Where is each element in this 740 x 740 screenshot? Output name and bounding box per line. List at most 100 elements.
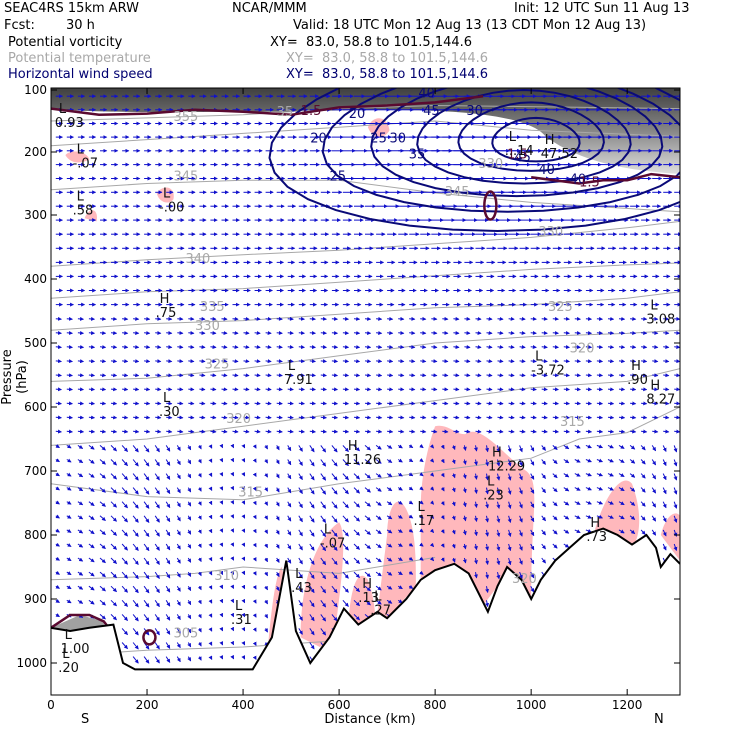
wind-vector [265,387,272,392]
wind-vector [154,656,160,664]
wind-vector [232,401,239,406]
wind-vector [475,316,482,321]
wind-vector [99,585,106,592]
extremum-value: ...14 [505,144,534,159]
wind-vector [629,529,636,535]
wind-vector [376,316,383,321]
wind-vector [364,401,372,406]
wind-vector [541,459,546,465]
wind-vector [530,415,537,420]
wind-vector [121,529,128,537]
wind-vector [530,387,537,392]
wind-vector [264,501,268,506]
wind-vector [241,472,246,477]
wind-vector [132,515,139,523]
wind-vector [486,373,493,378]
wind-vector [309,557,315,565]
wind-vector [496,543,501,552]
wind-vector [541,359,548,364]
wind-vector [530,515,535,523]
wind-vector [165,600,171,607]
wind-vector [309,585,315,594]
wind-vector [132,473,139,481]
wind-vector [88,529,95,535]
wind-vector [419,472,424,477]
wind-vector [585,401,593,406]
wind-vector [398,429,405,434]
wind-vector [298,501,303,509]
wind-vector [254,316,261,321]
wind-vector [507,473,512,481]
wind-vector [574,401,581,406]
wind-vector [187,614,192,620]
wind-vector [230,556,235,561]
wind-vector [298,345,305,350]
extremum-value: .58 [73,204,94,219]
wind-vector [154,515,160,523]
wind-vector [618,316,626,321]
theta-label: 330 [195,319,220,334]
wind-vector [462,543,467,550]
wind-vector [243,316,250,321]
wind-vector [197,656,202,661]
wind-vector [451,529,456,535]
wind-vector [453,401,460,406]
extremum-letter: H [590,516,600,531]
wind-vector [265,331,272,335]
wind-vector [485,459,490,467]
wind-vector [320,487,327,495]
wind-vector [607,387,615,392]
wind-vector [607,500,614,505]
wind-vector [121,459,128,467]
wind-vector [176,459,181,466]
wind-vector [342,515,349,523]
wind-vector [208,444,213,449]
wind-vector [475,373,482,378]
wind-vector [530,585,535,593]
wind-vector [298,529,303,537]
wind-vector [440,472,445,478]
wind-vector [188,415,195,420]
wind-vector [518,459,523,467]
wind-vector [574,529,581,534]
wind-vector [55,613,60,618]
pv-label: 1.5 [507,147,528,162]
wind-vector [662,515,667,523]
wind-vector [243,415,250,420]
wind-vector [88,585,95,591]
x-tick-label: 600 [328,698,351,712]
wind-vector [464,345,471,350]
wind-vector [409,429,416,434]
wind-vector [77,543,84,548]
wind-vector [166,316,173,321]
wind-vector [309,401,316,406]
wind-vector [210,429,217,434]
wind-vector [574,472,581,477]
wind-vector [386,529,393,534]
wind-vector [197,557,202,563]
wind-vector [210,316,217,321]
wind-vector [386,473,393,478]
wind-vector [298,316,305,321]
wind-vector [320,473,327,481]
wind-vector [230,598,235,604]
wind-vector [309,429,316,434]
wind-vector [197,599,202,605]
wind-vector [507,515,512,524]
wind-vector [574,316,581,321]
wind-vector [618,387,626,392]
wind-vector [585,514,592,519]
wind-vector [486,401,493,406]
wind-vector [519,373,526,378]
wind-vector [66,373,73,378]
wind-vector [519,331,526,335]
wind-vector [77,331,85,335]
wind-vector [55,528,60,533]
wind-vector [66,528,72,533]
wind-vector [364,459,371,465]
wind-vector [252,585,257,590]
extremum-value: 47.52 [541,147,578,162]
wind-vector [574,458,581,463]
wind-vector [241,598,246,604]
wind-vector [275,557,280,563]
